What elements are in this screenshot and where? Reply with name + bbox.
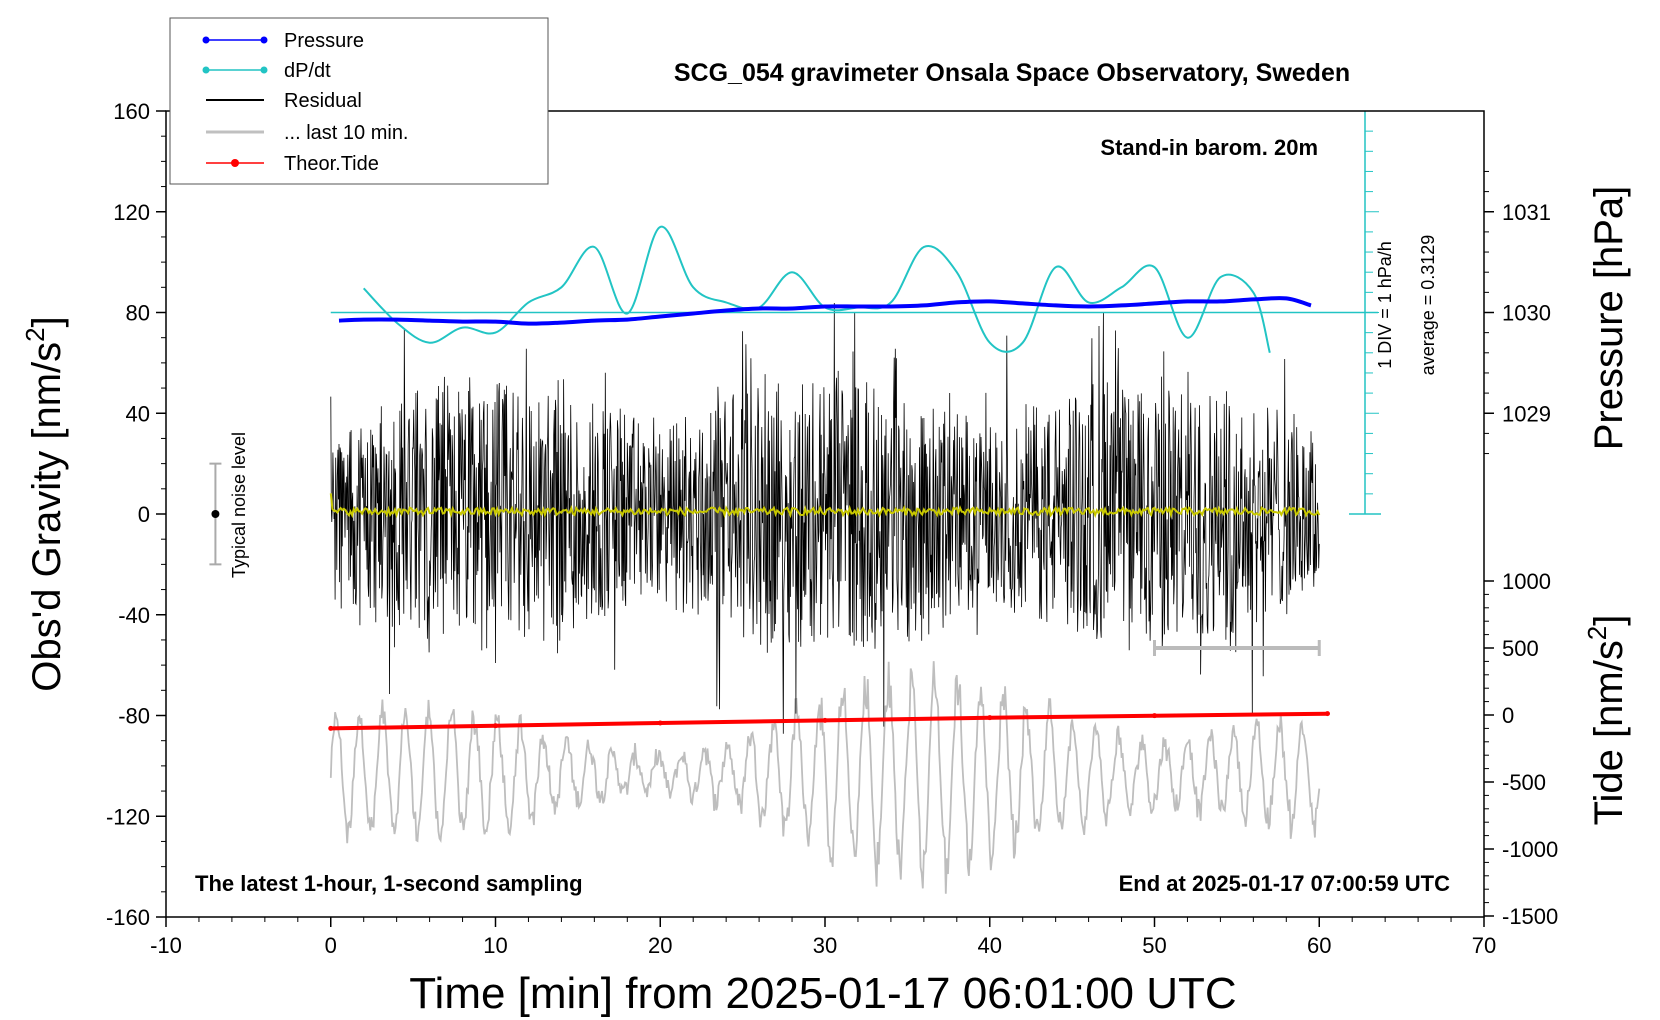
pressure-tick-label: 1030 — [1502, 301, 1551, 326]
y-tick-label: 40 — [126, 401, 150, 426]
legend-marker-icon — [260, 66, 268, 74]
tide-tick-label: 1000 — [1502, 569, 1551, 594]
x-tick-label: 60 — [1307, 933, 1331, 958]
tide-tick-label: -500 — [1502, 770, 1546, 795]
tide-axis-title-end: ] — [1587, 615, 1631, 626]
y-tick-label: -80 — [118, 704, 150, 729]
tide-point — [1152, 713, 1157, 719]
legend-item-dpdt: dP/dt — [202, 60, 331, 82]
sampling-note: The latest 1-hour, 1-second sampling — [195, 871, 583, 896]
gray-raw-line — [329, 661, 1321, 894]
legend-marker-icon — [202, 36, 210, 44]
noise-level-bar — [209, 462, 222, 566]
x-tick-label: 10 — [483, 933, 507, 958]
y-tick-label: 0 — [138, 502, 150, 527]
legend-item-pressure: Pressure — [202, 30, 364, 52]
pressure-series — [338, 296, 1312, 326]
legend-marker-icon — [260, 36, 268, 44]
tide-tick-label: 500 — [1502, 636, 1539, 661]
dpdt-scale-note: 1 DIV = 1 hPa/h — [1375, 241, 1395, 369]
tide-point — [493, 723, 498, 729]
y-tick-label: 120 — [113, 200, 150, 225]
noise-level-label: Typical noise level — [229, 432, 249, 578]
legend-item-tide: Theor.Tide — [206, 153, 379, 175]
legend-item-last10: ... last 10 min. — [206, 122, 409, 144]
x-tick-label: 0 — [325, 933, 337, 958]
pressure-tick-label: 1029 — [1502, 401, 1551, 426]
left-axis-title-text: Obs'd Gravity [nm/s — [25, 342, 69, 692]
average-note: average = 0.3129 — [1418, 235, 1438, 376]
tide-point — [1324, 711, 1330, 717]
pressure-tick-label: 1031 — [1502, 200, 1551, 225]
gray-raw-series — [329, 661, 1321, 894]
legend-marker-icon — [231, 159, 239, 167]
tide-tick-label: 0 — [1502, 703, 1514, 728]
y-tick-label: 80 — [126, 301, 150, 326]
x-tick-label: 70 — [1472, 933, 1496, 958]
pressure-line — [338, 296, 1312, 326]
residual-series — [330, 302, 1320, 734]
tide-point — [657, 720, 663, 726]
y-tick-label: -120 — [106, 804, 150, 829]
legend-label-dpdt: dP/dt — [284, 60, 331, 82]
mean-line — [329, 493, 1321, 519]
x-tick-label: 40 — [978, 933, 1002, 958]
legend-label-residual: Residual — [284, 90, 362, 112]
residual-line — [330, 302, 1320, 734]
legend-marker-icon — [202, 66, 210, 74]
x-tick-label: 20 — [648, 933, 672, 958]
tide-point — [822, 717, 828, 723]
left-axis-title-sup: 2 — [20, 327, 50, 341]
legend: Pressure dP/dt Residual ... last 10 min.… — [169, 17, 549, 185]
tick-labels: -10 0 10 20 30 40 50 60 70 160 120 80 40 0 -40 -80 -120 -… — [106, 99, 1558, 958]
tide-point — [328, 725, 334, 731]
tide-series — [328, 711, 1330, 731]
y-tick-label: -160 — [106, 905, 150, 930]
residual-mean-line — [329, 493, 1321, 519]
chart-title: SCG_054 gravimeter Onsala Space Observat… — [674, 59, 1350, 87]
x-axis-title: Time [min] from 2025-01-17 06:01:00 UTC — [409, 969, 1236, 1018]
tide-point — [987, 715, 993, 721]
tide-tick-label: -1000 — [1502, 837, 1558, 862]
legend-label-pressure: Pressure — [284, 30, 364, 52]
tide-axis-title-sup: 2 — [1582, 626, 1612, 640]
left-axis-title: Obs'd Gravity [nm/s2] — [20, 316, 69, 692]
noise-bar-dot — [211, 510, 220, 518]
end-time-note: End at 2025-01-17 07:00:59 UTC — [1119, 871, 1450, 896]
pressure-axis-title: Pressure [hPa] — [1587, 186, 1631, 451]
tide-tick-label: -1500 — [1502, 904, 1558, 929]
x-tick-label: 30 — [813, 933, 837, 958]
y-tick-label: -40 — [118, 603, 150, 628]
x-tick-label: -10 — [150, 933, 182, 958]
x-tick-label: 50 — [1142, 933, 1166, 958]
tide-axis-title-text: Tide [nm/s — [1587, 640, 1631, 825]
legend-label-last10: ... last 10 min. — [284, 122, 409, 144]
tide-axis-title: Tide [nm/s2] — [1582, 615, 1631, 826]
y-tick-label: 160 — [113, 99, 150, 124]
left-axis-title-end: ] — [25, 316, 69, 327]
barometer-note: Stand-in barom. 20m — [1100, 135, 1318, 160]
axes — [156, 110, 1494, 927]
last10-bracket — [1153, 640, 1321, 656]
legend-label-tide: Theor.Tide — [284, 153, 379, 175]
legend-item-residual: Residual — [206, 90, 362, 112]
